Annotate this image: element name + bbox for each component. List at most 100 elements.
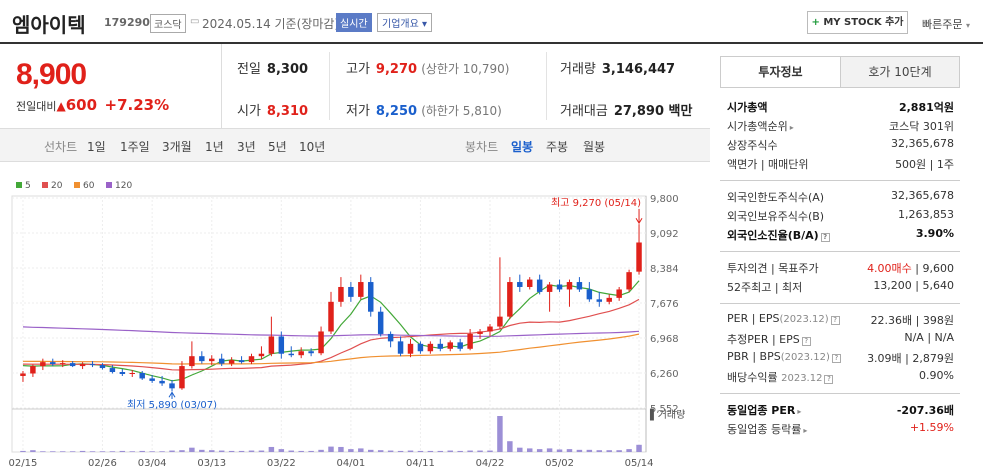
candle-body <box>387 333 394 342</box>
current-price: 8,900 <box>16 58 87 91</box>
volume-bar <box>566 449 573 452</box>
realtime-badge[interactable]: 실시간 <box>336 13 372 32</box>
volume-bar <box>626 449 632 452</box>
volume-bar <box>149 451 155 452</box>
candle-body <box>59 363 66 365</box>
help-icon: ? <box>820 233 830 242</box>
volume-bar <box>616 450 622 452</box>
volume-bar <box>457 450 463 452</box>
tab-invest-info[interactable]: 투자정보 <box>721 57 840 87</box>
candle-body <box>258 353 265 357</box>
info-tabs: 투자정보 호가 10단계 <box>720 56 960 88</box>
company-info-label: 기업개요 <box>382 19 419 30</box>
chevron-right-icon: ▸ <box>789 123 794 132</box>
legend-ma20: 20 <box>42 181 62 191</box>
candle-body <box>536 279 543 292</box>
volume-bar <box>258 450 265 452</box>
candle-monthly[interactable]: 월봉 <box>583 140 606 154</box>
company-info-dropdown[interactable]: 기업개요 ▾ <box>377 13 433 32</box>
info-row: PBR | BPS(2023.12)? 3.09배 | 2,879원 <box>727 350 954 365</box>
volume-bar <box>377 450 384 452</box>
y-tick-label: 9,800 <box>650 194 679 205</box>
y-tick-label: 7,676 <box>650 299 679 310</box>
period-1d[interactable]: 1일 <box>87 140 106 154</box>
volume-bar <box>348 449 354 452</box>
candle-body <box>209 358 215 362</box>
low-annotation: 최저 5,890 (03/07) <box>127 399 217 411</box>
candle-body <box>596 299 603 302</box>
period-1y[interactable]: 1년 <box>205 140 224 154</box>
stat-volume: 거래량 3,146,447 <box>560 62 676 77</box>
chevron-down-icon: ▾ <box>965 21 970 30</box>
x-tick-label: 03/13 <box>197 458 226 469</box>
legend-swatch <box>42 182 48 188</box>
volume-bar <box>368 449 374 452</box>
help-icon: ? <box>831 354 841 363</box>
candle-daily[interactable]: 일봉 <box>511 140 534 154</box>
ma-line-120 <box>22 326 640 337</box>
period-1w[interactable]: 1주일 <box>120 140 150 154</box>
volume-bar <box>50 451 56 452</box>
candle-body <box>477 331 483 334</box>
chevron-right-icon: ▸ <box>797 407 802 416</box>
period-10y[interactable]: 10년 <box>299 140 326 154</box>
x-tick-label: 02/26 <box>88 458 117 469</box>
help-icon: ? <box>824 375 834 384</box>
info-row: 시가총액순위 ▸ 코스닥 301위 <box>727 120 954 133</box>
mystock-label: MY STOCK 추가 <box>823 17 904 28</box>
candle-body <box>517 282 523 287</box>
period-5y[interactable]: 5년 <box>268 140 287 154</box>
legend-ma60: 60 <box>74 181 94 191</box>
mystock-add-button[interactable]: + MY STOCK 추가 <box>807 11 908 34</box>
ma-line-60 <box>22 333 640 365</box>
quick-order-button[interactable]: 빠른주문 ▾ <box>922 16 970 32</box>
x-tick-label: 04/11 <box>406 458 435 469</box>
volume-bar <box>417 450 424 452</box>
candle-body <box>169 383 175 389</box>
candle-body <box>457 342 463 349</box>
industry-group: 동일업종 PER ▸ -207.36배 동일업종 등락률 ▸ +1.59% <box>720 400 960 438</box>
candle-body <box>497 316 503 327</box>
candle-body <box>159 380 165 384</box>
legend-swatch <box>74 182 80 188</box>
info-row: 외국인한도주식수(A) 32,365,678 <box>727 189 954 204</box>
candle-body <box>417 343 424 352</box>
divider <box>546 52 547 120</box>
candle-body <box>79 364 86 367</box>
period-3y[interactable]: 3년 <box>237 140 256 154</box>
candle-body <box>99 365 106 369</box>
tab-quote-10[interactable]: 호가 10단계 <box>840 57 959 87</box>
candle-body <box>407 343 414 354</box>
candle-body <box>248 356 255 363</box>
legend-swatch <box>106 182 112 188</box>
candle-body <box>20 373 26 376</box>
volume-bar <box>507 441 513 452</box>
volume-bar <box>228 450 235 452</box>
volume-bar <box>318 449 324 452</box>
candle-chart-label: 봉차트 <box>465 140 499 154</box>
volume-bar <box>536 449 543 452</box>
price-stats: 전일 8,300 시가 8,310 고가 9,270 (상한가 10,790) 저가 8… <box>222 44 710 128</box>
volume-bar <box>159 451 165 452</box>
volume-bar <box>556 449 563 452</box>
price-chart[interactable]: 9,800 9,092 8,384 7,676 6,968 6,260 5,552 02/15… <box>0 190 710 476</box>
volume-bar <box>298 450 304 452</box>
volume-bar <box>30 450 36 452</box>
legend-ma120: 120 <box>106 181 132 191</box>
volume-bar <box>487 450 493 452</box>
volume-bar <box>427 450 434 452</box>
candle-body <box>278 336 285 354</box>
period-3m[interactable]: 3개월 <box>162 140 192 154</box>
candle-body <box>109 368 116 373</box>
info-row: 추정PER | EPS? N/A | N/A <box>727 331 954 346</box>
volume-bar <box>99 451 106 452</box>
candle-weekly[interactable]: 주봉 <box>546 140 569 154</box>
candle-body <box>546 284 553 292</box>
candle-body <box>308 351 314 354</box>
opinion-group: 투자의견 | 목표주가 4.00매수 | 9,600 52주최고 | 최저 13,2… <box>720 258 960 296</box>
info-row: 액면가 | 매매단위 500원 | 1주 <box>727 158 954 171</box>
candle-body <box>149 378 155 381</box>
volume-bar <box>338 446 344 452</box>
info-row: 동일업종 등락률 ▸ +1.59% <box>727 421 954 436</box>
volume-bar <box>20 450 26 452</box>
